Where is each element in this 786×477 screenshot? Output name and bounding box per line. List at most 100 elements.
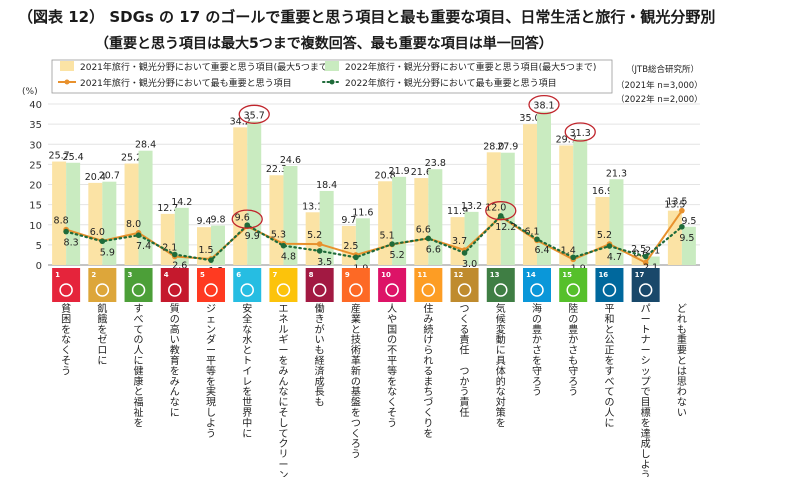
sdg-goal-symbol bbox=[457, 283, 472, 297]
bar-value-label: 21.9 bbox=[389, 166, 410, 177]
bar-value-label: 31.3 bbox=[570, 128, 591, 139]
bar-value-label: 25.4 bbox=[63, 152, 84, 163]
category-label: パートナーシップで目標を達成しよう bbox=[641, 303, 651, 477]
chart-subtitle: （重要と思う項目は最大5つまで複数回答、最も重要な項目は単一回答） bbox=[95, 36, 553, 52]
category-label: 産業と技術革新の基盤をつくろう bbox=[351, 302, 361, 461]
sdg-goal-number: 12 bbox=[454, 271, 464, 279]
category-label: 平和と公正をすべての人に bbox=[604, 304, 614, 429]
line-value-label: 6.6 bbox=[416, 224, 431, 235]
y-tick-label: 30 bbox=[29, 140, 42, 151]
sdg-goal-number: 9 bbox=[345, 271, 350, 279]
bar-value-label: 20.4 bbox=[85, 172, 106, 183]
line-point bbox=[642, 253, 649, 260]
legend-swatch bbox=[64, 79, 70, 85]
line-value-label: 5.1 bbox=[380, 230, 395, 241]
line-point bbox=[425, 235, 432, 242]
bar-value-label: 20.7 bbox=[99, 171, 120, 182]
line-value-label: 2.6 bbox=[172, 261, 187, 272]
category-label: 働きがいも経済成長も bbox=[315, 302, 325, 409]
bar-value-label: 2.5 bbox=[631, 244, 646, 255]
sample-note: （2021年 n=3,000） bbox=[616, 80, 703, 91]
bar-value-label: 22.3 bbox=[266, 164, 287, 175]
line-value-label: 1.4 bbox=[561, 245, 576, 256]
line-value-label: 9.9 bbox=[245, 231, 260, 242]
line-value-label: 7.4 bbox=[136, 241, 151, 252]
sdg-goal-symbol bbox=[566, 283, 580, 297]
bar bbox=[414, 178, 429, 265]
y-tick-label: 0 bbox=[36, 261, 42, 272]
sdg-goal-number: 11 bbox=[417, 271, 427, 279]
y-tick-label: 35 bbox=[29, 120, 42, 131]
line-point bbox=[280, 242, 287, 249]
line-value-label: 0.6 bbox=[633, 249, 648, 260]
sdg-goal-symbol bbox=[131, 283, 146, 297]
y-tick-label: 40 bbox=[29, 100, 42, 111]
bar bbox=[645, 256, 660, 265]
line-point bbox=[208, 257, 214, 263]
line-value-label: 6.0 bbox=[90, 227, 105, 238]
category-label: 人や国の不平等をなくそう bbox=[387, 303, 397, 429]
legend-box bbox=[51, 59, 613, 94]
bar bbox=[378, 181, 393, 265]
category-label: 貧困をなくそう bbox=[61, 302, 71, 377]
sdg-goal-symbol bbox=[602, 283, 617, 297]
line-value-label: 12.2 bbox=[495, 222, 516, 233]
bar-value-label: 38.1 bbox=[533, 101, 554, 112]
bar-value-label: 27.9 bbox=[497, 142, 518, 153]
bar-value-label: 24.6 bbox=[280, 155, 301, 166]
legend-label: 2021年旅行・観光分野において重要と思う項目(最大5つまで) bbox=[80, 61, 331, 73]
category-label: どれも重要とは思わない bbox=[677, 303, 687, 419]
line-point bbox=[642, 259, 649, 266]
sdg-goal-symbol bbox=[168, 283, 182, 297]
y-tick-label: 20 bbox=[29, 181, 42, 192]
line-point bbox=[99, 238, 106, 245]
y-tick-label: 5 bbox=[36, 241, 42, 252]
line-value-label: 9.6 bbox=[235, 212, 250, 223]
bar-value-label: 20.8 bbox=[375, 170, 396, 181]
sdg-goal-number: 16 bbox=[598, 271, 608, 279]
category-label: エネルギーをみんなにそしてクリーンに bbox=[278, 304, 288, 477]
bar bbox=[197, 227, 211, 265]
sdg-goal-symbol bbox=[421, 283, 436, 297]
category-label: 質の高い教育をみんなに bbox=[170, 302, 180, 419]
bar bbox=[523, 124, 537, 265]
bar bbox=[559, 145, 574, 265]
bar bbox=[88, 182, 103, 265]
bar bbox=[305, 212, 320, 265]
bar-value-label: 14.2 bbox=[171, 197, 192, 208]
bar bbox=[464, 211, 479, 265]
sdg-goal-number: 5 bbox=[200, 271, 205, 279]
legend-label: 2022年旅行・観光分野において最も重要と思う項目 bbox=[345, 77, 557, 89]
sdg-goal-symbol bbox=[240, 283, 254, 297]
bar bbox=[174, 207, 189, 265]
line-value-label: 5.3 bbox=[271, 230, 286, 241]
sdg-goal-symbol bbox=[638, 283, 653, 297]
bar bbox=[450, 217, 465, 265]
sdg-goal-number: 10 bbox=[381, 271, 391, 279]
sdg-goal-number: 14 bbox=[526, 271, 536, 279]
bar-value-label: 25.7 bbox=[49, 151, 70, 162]
y-tick-label: 15 bbox=[29, 201, 42, 212]
bar-value-label: 21.6 bbox=[411, 167, 432, 178]
category-label: 飢餓をゼロに bbox=[97, 302, 107, 367]
sdg-goal-symbol bbox=[204, 283, 218, 297]
line-point bbox=[135, 232, 142, 239]
sdg-goal-symbol bbox=[59, 283, 73, 297]
line-point bbox=[679, 223, 685, 230]
category-label: 陸の豊かさも守ろう bbox=[568, 302, 578, 398]
category-label: 住み続けられるまちづくりを bbox=[423, 302, 433, 440]
line-value-label: 3.5 bbox=[317, 257, 332, 268]
category-label: 海の豊かさを守ろう bbox=[532, 302, 542, 398]
line-point bbox=[63, 228, 69, 235]
category-label: 安全な水とトイレを世界中に bbox=[242, 302, 252, 440]
highlight-circle bbox=[485, 201, 517, 221]
line-value-label: 2.5 bbox=[343, 241, 358, 252]
sdg-goal-number: 6 bbox=[236, 271, 241, 279]
bar bbox=[66, 162, 81, 265]
line-value-label: 1.5 bbox=[198, 245, 213, 256]
bar bbox=[500, 152, 515, 265]
line-point bbox=[534, 236, 540, 243]
legend-label: 2022年旅行・観光分野において重要と思う項目(最大5つまで) bbox=[345, 61, 596, 73]
sample-note: （2022年 n=2,000） bbox=[616, 94, 703, 105]
line-2021 bbox=[65, 210, 683, 264]
